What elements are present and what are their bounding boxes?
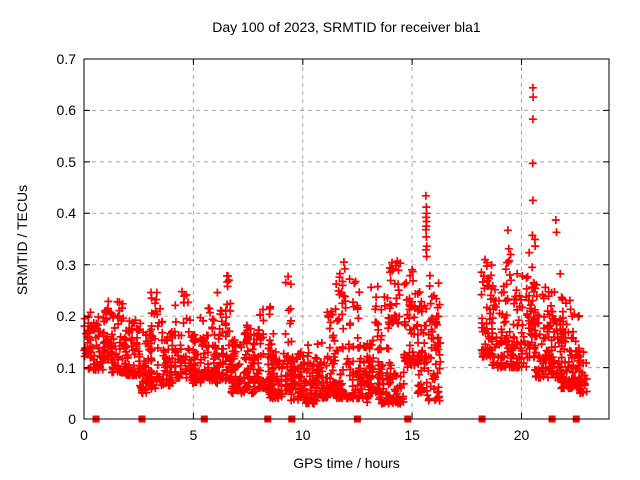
y-tick-label: 0.7 bbox=[56, 51, 76, 67]
x-tick-label: 20 bbox=[513, 427, 530, 443]
y-tick-label: 0 bbox=[68, 411, 76, 427]
x-tick-label: 10 bbox=[294, 427, 311, 443]
y-tick-label: 0.1 bbox=[56, 359, 76, 376]
chart-title: Day 100 of 2023, SRMTID for receiver bla… bbox=[212, 19, 481, 35]
y-tick-label: 0.2 bbox=[56, 308, 76, 325]
x-tick-label: 5 bbox=[189, 427, 198, 443]
y-axis-label: SRMTID / TECUs bbox=[14, 184, 30, 296]
x-tick-label: 0 bbox=[80, 427, 88, 443]
x-axis-label: GPS time / hours bbox=[293, 455, 400, 471]
y-tick-label: 0.6 bbox=[56, 102, 76, 119]
y-tick-label: 0.4 bbox=[56, 205, 76, 222]
y-tick-label: 0.5 bbox=[56, 153, 76, 170]
x-tick-label: 15 bbox=[404, 427, 420, 443]
y-tick-label: 0.3 bbox=[56, 256, 76, 273]
